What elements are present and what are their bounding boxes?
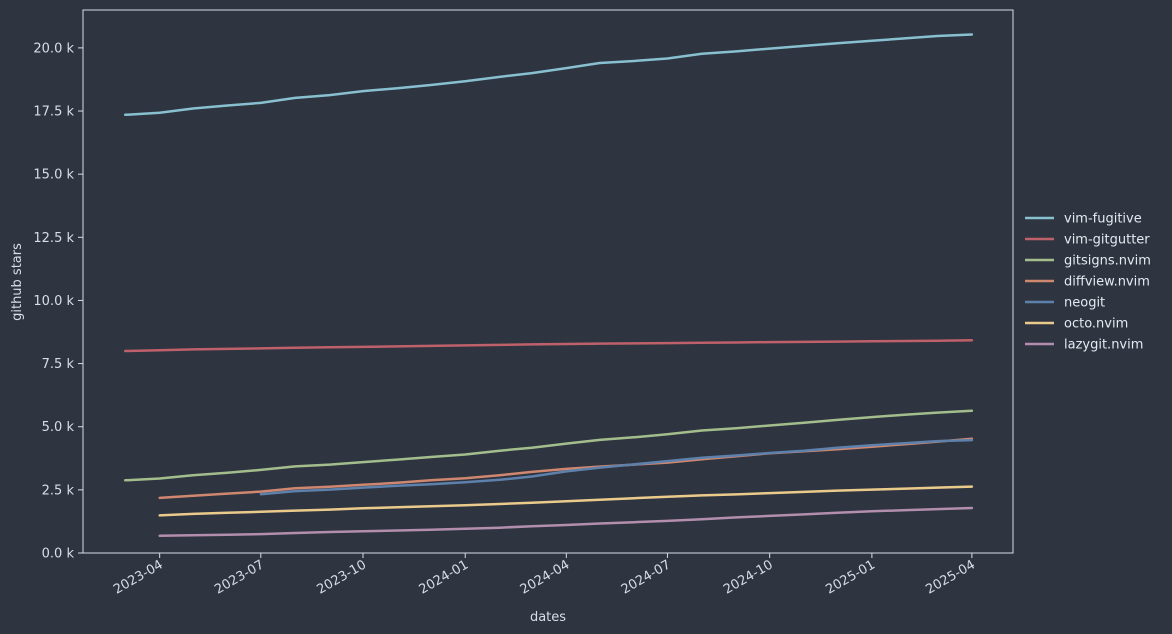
series-line-lazygit-nvim [158,506,974,538]
legend-label: vim-gitgutter [1064,233,1150,248]
y-tick-label: 10.0 k [33,294,74,309]
series-line-neogit [259,438,974,496]
y-tick-label: 15.0 k [33,168,74,183]
series-line-vim-fugitive [123,33,974,117]
legend-label: diffview.nvim [1064,275,1150,290]
legend-label: octo.nvim [1064,317,1128,332]
y-tick-label: 17.5 k [33,105,74,120]
y-tick-label: 20.0 k [33,41,74,56]
y-tick-label: 5.0 k [42,420,75,435]
y-tick-label: 12.5 k [33,231,74,246]
legend-label: lazygit.nvim [1064,338,1143,353]
legend: vim-fugitive vim-gitgutter gitsigns.nvim di… [1025,212,1151,353]
legend-label: neogit [1064,296,1105,311]
series-line-octo-nvim [158,485,974,517]
series-layer [123,33,974,538]
y-tick-label: 7.5 k [42,357,75,372]
series-line-vim-gitgutter [123,339,974,353]
legend-label: vim-fugitive [1064,212,1142,227]
y-axis: 0.0 k 2.5 k 5.0 k 7.5 k 10.0 k 12.5 k 15.0 k 17… [33,41,83,562]
series-line-diffview-nvim [158,437,974,500]
y-tick-label: 2.5 k [42,483,75,498]
x-axis-title: dates [530,610,566,625]
y-axis-title: github stars [10,243,25,321]
y-tick-label: 0.0 k [42,547,75,562]
legend-label: gitsigns.nvim [1064,254,1151,269]
plot-frame [82,9,1014,554]
series-line-gitsigns-nvim [123,409,974,482]
